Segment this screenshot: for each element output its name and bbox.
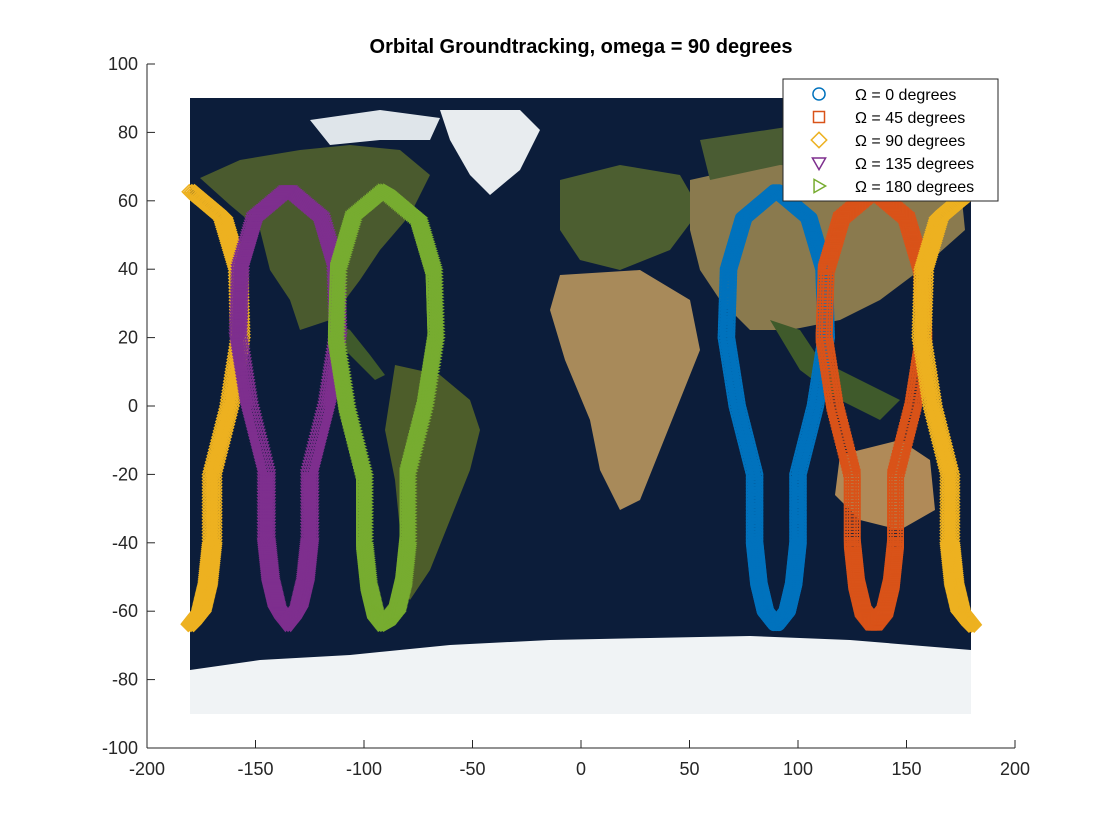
series-1 [815,184,933,631]
greenland [440,110,540,195]
data-point [750,533,764,546]
series-0 [717,184,836,632]
chart-title: Orbital Groundtracking, omega = 90 degre… [370,36,793,58]
series-layer [180,182,983,633]
africa [550,270,700,510]
arctic-ice [310,110,440,145]
data-point [963,616,980,633]
data-point [960,616,978,633]
data-point [849,533,861,546]
antarctica [190,636,971,714]
europe [560,165,700,270]
data-point [966,616,983,633]
